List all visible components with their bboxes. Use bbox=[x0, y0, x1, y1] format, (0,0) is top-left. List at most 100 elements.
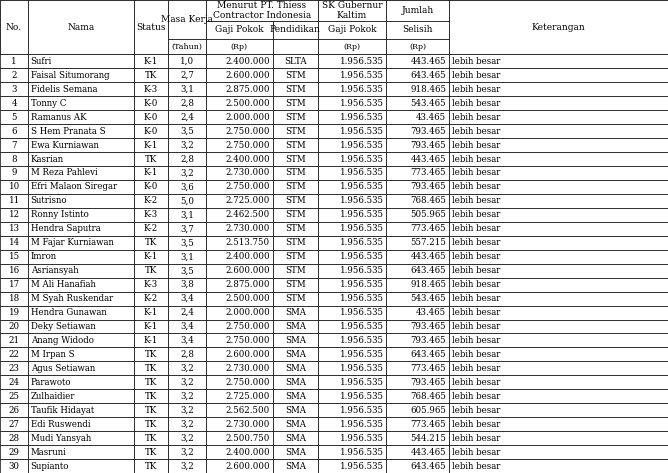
Bar bbox=[168, 69, 206, 82]
Bar bbox=[0, 82, 28, 96]
Bar bbox=[134, 264, 168, 278]
Bar bbox=[28, 236, 134, 250]
Bar bbox=[0, 180, 28, 194]
Text: 22: 22 bbox=[9, 350, 19, 359]
Bar bbox=[449, 403, 668, 417]
Bar bbox=[0, 333, 28, 347]
Text: Nama: Nama bbox=[67, 23, 94, 32]
Bar bbox=[318, 361, 386, 376]
Text: STM: STM bbox=[285, 85, 305, 94]
Bar bbox=[273, 291, 318, 306]
Bar bbox=[273, 278, 318, 291]
Bar bbox=[168, 208, 206, 222]
Text: TK: TK bbox=[145, 364, 157, 373]
Bar bbox=[134, 250, 168, 264]
Text: Selisih: Selisih bbox=[402, 26, 433, 35]
Text: 9: 9 bbox=[11, 168, 17, 177]
Text: K-1: K-1 bbox=[144, 57, 158, 66]
Bar bbox=[318, 152, 386, 166]
Bar bbox=[134, 138, 168, 152]
Text: 12: 12 bbox=[9, 210, 19, 219]
Bar bbox=[273, 69, 318, 82]
Bar bbox=[318, 445, 386, 459]
Bar bbox=[134, 222, 168, 236]
Text: lebih besar: lebih besar bbox=[452, 183, 500, 192]
Text: 26: 26 bbox=[9, 406, 19, 415]
Text: 29: 29 bbox=[9, 447, 19, 456]
Bar bbox=[273, 306, 318, 320]
Bar bbox=[28, 194, 134, 208]
Bar bbox=[168, 222, 206, 236]
Text: M Irpan S: M Irpan S bbox=[31, 350, 74, 359]
Text: STM: STM bbox=[285, 266, 305, 275]
Bar bbox=[168, 82, 206, 96]
Text: lebih besar: lebih besar bbox=[452, 210, 500, 219]
Bar bbox=[449, 389, 668, 403]
Bar bbox=[134, 194, 168, 208]
Bar bbox=[273, 445, 318, 459]
Text: K-1: K-1 bbox=[144, 308, 158, 317]
Bar bbox=[386, 166, 449, 180]
Text: 443.465: 443.465 bbox=[411, 57, 446, 66]
Text: Fidelis Semana: Fidelis Semana bbox=[31, 85, 98, 94]
Bar bbox=[449, 291, 668, 306]
Bar bbox=[449, 250, 668, 264]
Text: 2.730.000: 2.730.000 bbox=[226, 168, 270, 177]
Text: 3,5: 3,5 bbox=[180, 127, 194, 136]
Bar bbox=[386, 236, 449, 250]
Text: lebih besar: lebih besar bbox=[452, 378, 500, 387]
Bar bbox=[168, 306, 206, 320]
Text: Status: Status bbox=[136, 23, 166, 32]
Text: 1.956.535: 1.956.535 bbox=[339, 336, 383, 345]
Text: (Rp): (Rp) bbox=[230, 43, 248, 51]
Text: lebih besar: lebih besar bbox=[452, 280, 500, 289]
Text: lebih besar: lebih besar bbox=[452, 294, 500, 303]
Text: 505.965: 505.965 bbox=[410, 210, 446, 219]
Text: STM: STM bbox=[285, 294, 305, 303]
Bar bbox=[206, 166, 273, 180]
Bar bbox=[386, 152, 449, 166]
Bar bbox=[134, 431, 168, 445]
Text: lebih besar: lebih besar bbox=[452, 155, 500, 164]
Bar bbox=[28, 180, 134, 194]
Bar bbox=[28, 278, 134, 291]
Bar bbox=[168, 96, 206, 110]
Text: STM: STM bbox=[285, 224, 305, 233]
Bar bbox=[318, 278, 386, 291]
Bar bbox=[168, 110, 206, 124]
Bar bbox=[28, 166, 134, 180]
Bar bbox=[134, 445, 168, 459]
Bar bbox=[386, 278, 449, 291]
Bar bbox=[0, 152, 28, 166]
Text: K-2: K-2 bbox=[144, 294, 158, 303]
Text: lebih besar: lebih besar bbox=[452, 113, 500, 122]
Bar bbox=[0, 389, 28, 403]
Bar bbox=[273, 54, 318, 69]
Bar bbox=[318, 54, 386, 69]
Bar bbox=[449, 152, 668, 166]
Bar bbox=[134, 180, 168, 194]
Text: lebih besar: lebih besar bbox=[452, 336, 500, 345]
Bar bbox=[134, 152, 168, 166]
Text: 3,1: 3,1 bbox=[180, 210, 194, 219]
Text: lebih besar: lebih besar bbox=[452, 224, 500, 233]
Text: 14: 14 bbox=[9, 238, 19, 247]
Bar bbox=[168, 347, 206, 361]
Bar bbox=[0, 0, 668, 54]
Bar bbox=[206, 389, 273, 403]
Bar bbox=[134, 459, 168, 473]
Text: K-1: K-1 bbox=[144, 336, 158, 345]
Bar bbox=[134, 320, 168, 333]
Text: TK: TK bbox=[145, 266, 157, 275]
Bar bbox=[318, 376, 386, 389]
Bar bbox=[206, 54, 273, 69]
Text: Ewa Kurniawan: Ewa Kurniawan bbox=[31, 140, 99, 149]
Text: Gaji Pokok: Gaji Pokok bbox=[328, 26, 376, 35]
Text: Deky Setiawan: Deky Setiawan bbox=[31, 322, 96, 331]
Bar bbox=[386, 306, 449, 320]
Bar bbox=[168, 250, 206, 264]
Bar bbox=[0, 96, 28, 110]
Text: Hendra Gunawan: Hendra Gunawan bbox=[31, 308, 106, 317]
Bar bbox=[206, 180, 273, 194]
Text: 2.513.750: 2.513.750 bbox=[226, 238, 270, 247]
